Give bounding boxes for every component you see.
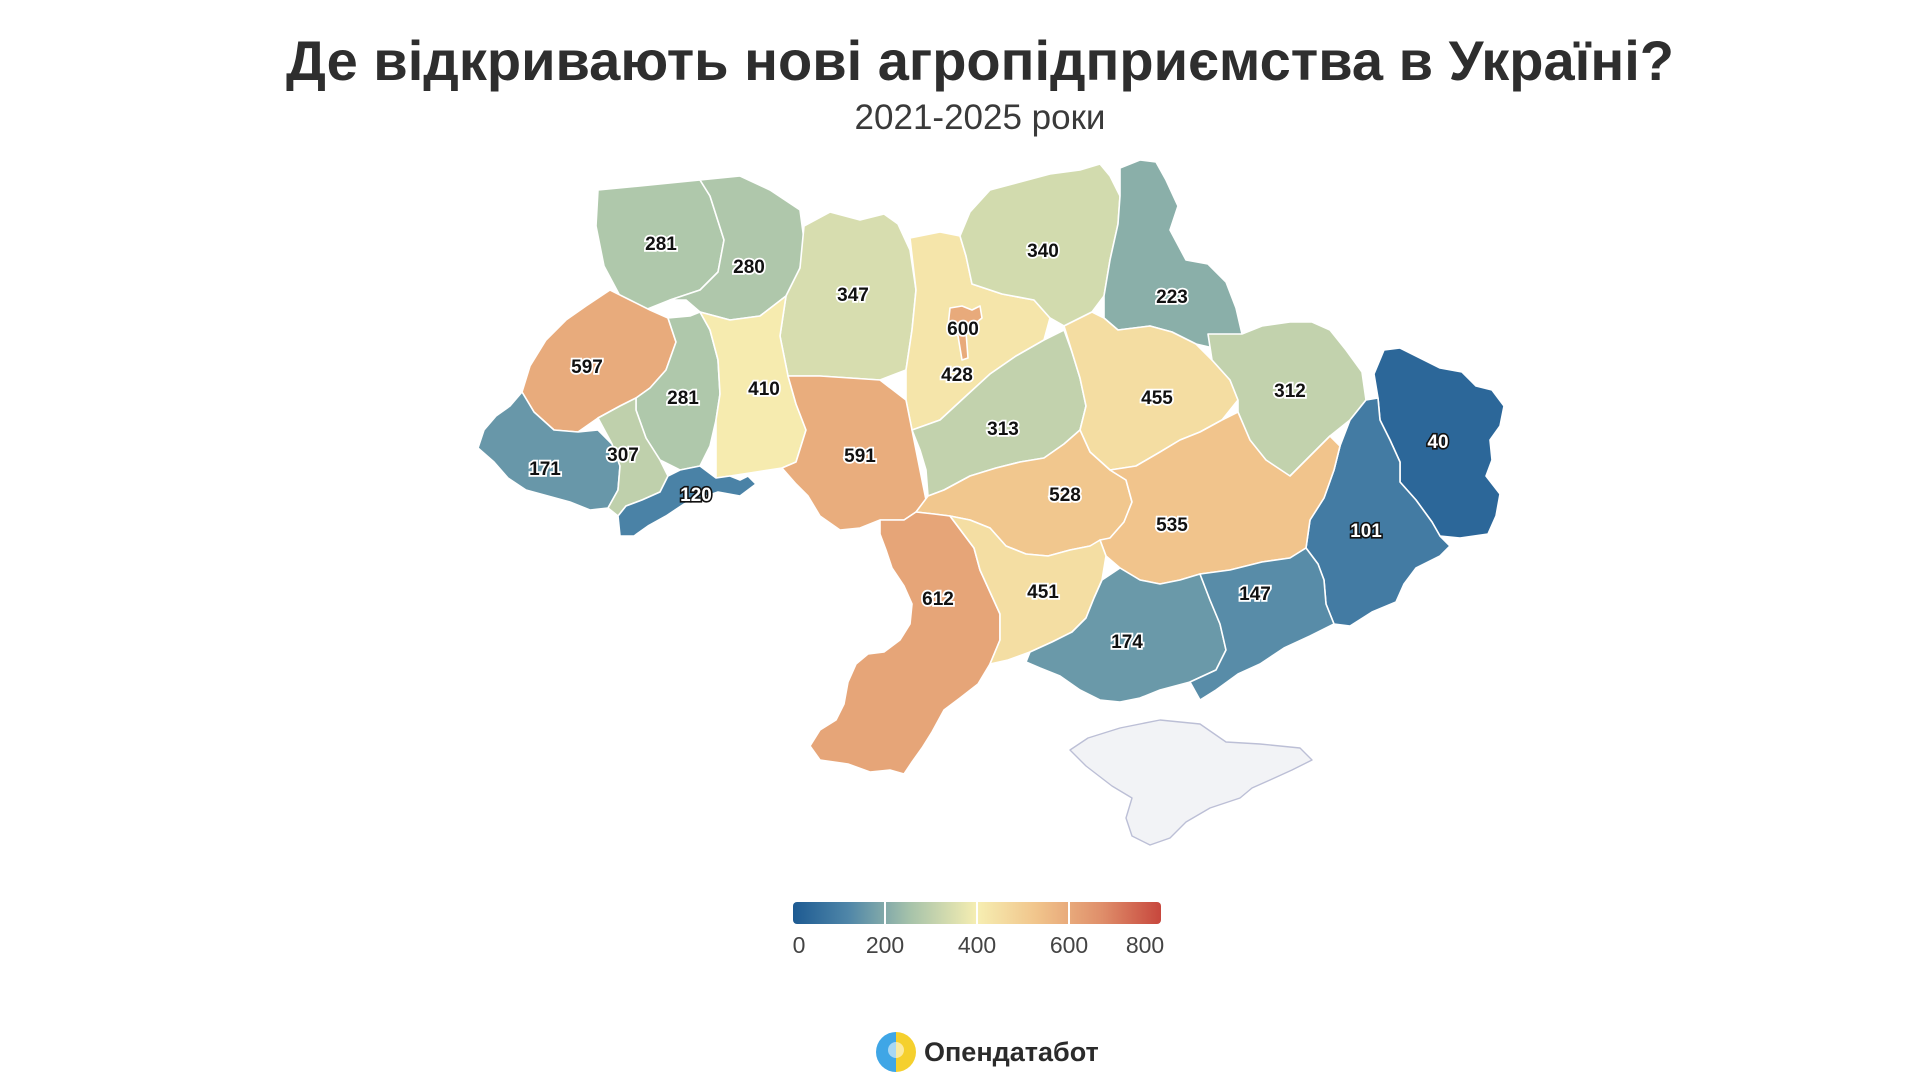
region-crimea [1069,719,1313,846]
region-kyiv-city[interactable] [947,305,983,361]
legend-ticks: 0 200 400 600 800 [792,932,1165,962]
region-value-label: 347 [837,285,869,306]
legend-separator [976,902,978,924]
region-odesa[interactable] [809,511,1001,775]
region-value-label: 313 [987,419,1019,440]
legend-tick-label: 800 [1125,932,1165,958]
legend-tick-label: 400 [957,932,997,958]
region-value-label: 40 [1427,432,1448,453]
region-value-label: 171 [529,459,561,480]
brand-name: Опендатабот [924,1036,1099,1067]
region-value-label: 428 [941,365,973,386]
region-value-label: 451 [1027,582,1059,603]
brand: Опендатабот [876,1030,1099,1074]
region-value-label: 147 [1239,584,1271,605]
region-value-label: 312 [1274,381,1306,402]
region-chernihiv[interactable] [959,163,1121,327]
region-value-label: 280 [733,257,765,278]
region-value-label: 600 [947,319,979,340]
region-value-label: 281 [667,388,699,409]
legend-color-bar [793,902,1161,924]
map-title: Де відкривають нові агропідприємства в У… [286,29,1674,92]
region-zaporizhzhia[interactable] [1189,547,1335,701]
legend-separator [1068,902,1070,924]
region-value-label: 307 [607,445,639,466]
opendatabot-logo-icon [876,1032,916,1072]
region-value-label: 591 [844,446,876,467]
labels-layer: 281 280 347 428 600 340 223 597 281 410 171 307 120 5… [527,232,1450,655]
region-value-label: 535 [1156,515,1188,536]
color-legend: 0 200 400 600 800 [792,902,1165,962]
region-value-label: 120 [680,485,712,506]
region-value-label: 223 [1156,287,1188,308]
region-value-label: 174 [1111,632,1143,653]
region-value-label: 597 [571,357,603,378]
region-chernivtsi[interactable] [617,465,757,537]
legend-tick-label: 200 [865,932,905,958]
legend-tick-label: 0 [792,932,806,958]
region-value-label: 528 [1049,485,1081,506]
region-sumy[interactable] [1103,159,1243,351]
region-value-label: 455 [1141,388,1173,409]
regions-layer [477,159,1505,775]
region-value-label: 612 [922,589,954,610]
region-value-label: 410 [748,379,780,400]
legend-tick-label: 600 [1049,932,1089,958]
map-subtitle: 2021-2025 роки [854,98,1106,137]
region-zakarpattia[interactable] [477,391,621,511]
region-value-label: 101 [1350,521,1382,542]
region-value-label: 281 [645,234,677,255]
legend-separator [884,902,886,924]
region-value-label: 340 [1027,241,1059,262]
